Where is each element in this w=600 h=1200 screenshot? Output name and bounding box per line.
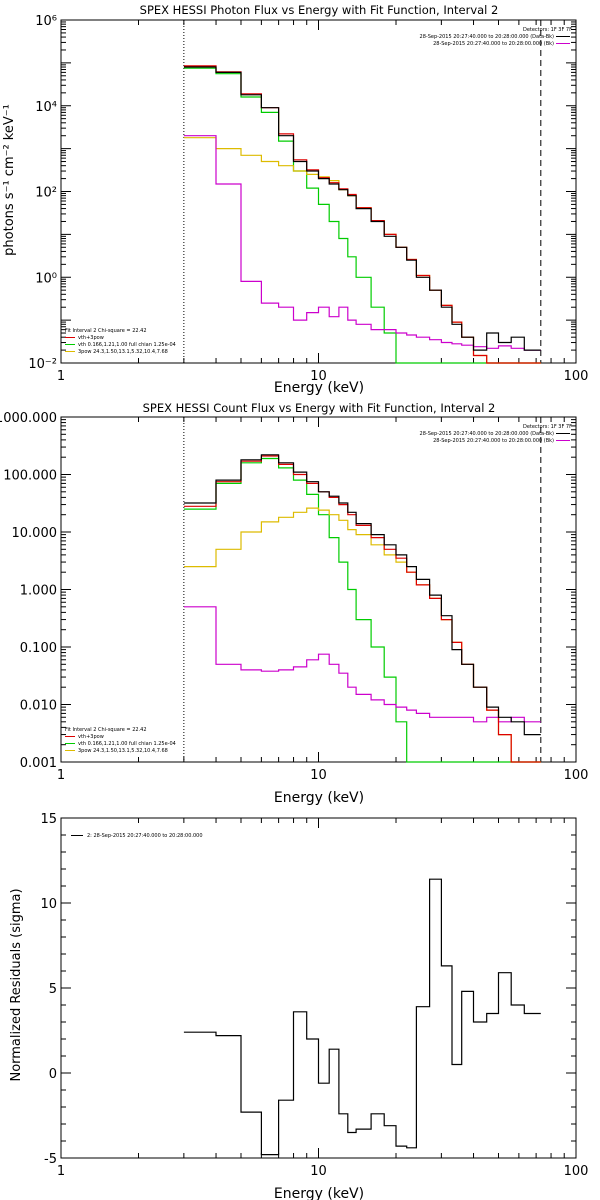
y-tick-label: 10 [40, 897, 57, 912]
legend-entry-label: 28-Sep-2015 20:27:40.000 to 20:28:00.000… [433, 438, 554, 444]
legend-entry-label: 28-Sep-2015 20:27:40.000 to 20:28:00.000… [420, 34, 555, 40]
y-axis-label: photons s⁻¹ cm⁻² keV⁻¹ [2, 104, 17, 256]
data-series [183, 878, 541, 1156]
y-tick-label: 10.000 [12, 526, 58, 541]
series-vth [183, 67, 541, 364]
series-data-bk [183, 454, 541, 736]
x-axis-label: Energy (keV) [274, 790, 364, 806]
series-bk [183, 606, 541, 723]
legend-entry-label: vth+3pow [78, 335, 104, 341]
energy-range-lines [183, 20, 542, 363]
series-bk [183, 135, 541, 351]
y-tick-label: 100.000 [3, 469, 57, 484]
data-series [183, 65, 541, 364]
legend-entry-label: 28-Sep-2015 20:27:40.000 to 20:28:00.000… [420, 431, 555, 437]
panel-title: SPEX HESSI Count Flux vs Energy with Fit… [143, 401, 496, 415]
x-tick-labels: 1 10 100 [57, 768, 589, 783]
x-tick-label: 10 [310, 1164, 327, 1179]
x-axis-label: Energy (keV) [274, 1186, 364, 1200]
x-tick-labels: 1 10 100 [57, 369, 589, 384]
legend-entry-label: 28-Sep-2015 20:27:40.000 to 20:28:00.000… [433, 41, 554, 47]
legend-entry-label: 3pow 24.3,1.50,13.1,5.32,10.4,7.68 [78, 349, 168, 355]
y-tick-labels: 0.001 0.010 0.100 1.000 10.000 100.000 1000.00… [0, 411, 57, 771]
photon-flux-panel: SPEX HESSI Photon Flux vs Energy with Fi… [2, 3, 588, 396]
y-tick-label: 1000.000 [0, 411, 57, 426]
legend-entry-label: vth 0.166,1.21,1.00 full chian 1.25e-04 [78, 741, 176, 747]
count-flux-panel: SPEX HESSI Count Flux vs Energy with Fit… [0, 401, 588, 806]
y-tick-labels: 10⁻² 10⁰ 10² 10⁴ 10⁶ [28, 14, 57, 372]
y-tick-label: 10² [35, 186, 57, 201]
y-tick-label: 10⁶ [35, 14, 57, 29]
y-tick-label: 0.100 [20, 641, 57, 656]
x-axis-label: Energy (keV) [274, 380, 364, 396]
y-tick-label: 0.001 [20, 756, 57, 771]
energy-range-lines [183, 417, 542, 762]
legend-entry-label: Fit Interval 2 Chi-square = 22.42 [65, 328, 147, 334]
legend-entry-label: vth+3pow [78, 734, 104, 740]
legend-entry-label: 3pow 24.3,1.50,13.1,5.32,10.4,7.68 [78, 748, 168, 754]
legend-entry-label: vth 0.166,1.21,1.00 full chian 1.25e-04 [78, 342, 176, 348]
y-tick-label: 10⁰ [35, 271, 57, 286]
legend-bottom: Fit Interval 2 Chi-square = 22.42vth+3po… [65, 328, 176, 355]
y-tick-label: 10⁻² [28, 357, 57, 372]
y-axis-label: Normalized Residuals (sigma) [9, 888, 24, 1081]
legend-top: 2: 28-Sep-2015 20:27:40.000 to 20:28:00.… [71, 833, 203, 839]
legend-entry-label: 2: 28-Sep-2015 20:27:40.000 to 20:28:00.… [87, 833, 203, 839]
x-tick-label: 1 [57, 369, 65, 384]
detectors-label: Detectors: 1F 3F 7F [523, 424, 572, 430]
legend-top: 28-Sep-2015 20:27:40.000 to 20:28:00.000… [420, 34, 570, 47]
y-tick-label: 10⁴ [35, 100, 57, 115]
series-vth [183, 457, 541, 763]
x-tick-label: 100 [564, 369, 589, 384]
y-tick-label: 1.000 [20, 584, 57, 599]
legend-bottom: Fit Interval 2 Chi-square = 22.42vth+3po… [65, 727, 176, 754]
y-tick-label: 0 [49, 1067, 57, 1082]
series-vth-3pow [183, 65, 541, 364]
x-tick-label: 100 [564, 768, 589, 783]
x-tick-label: 1 [57, 768, 65, 783]
panel-title: SPEX HESSI Photon Flux vs Energy with Fi… [140, 3, 499, 17]
x-tick-label: 10 [310, 369, 327, 384]
y-tick-label: 0.010 [20, 699, 57, 714]
y-tick-labels: -5 0 5 10 15 [40, 812, 57, 1167]
detectors-label: Detectors: 1F 3F 7F [523, 27, 572, 33]
series-data-bk [183, 66, 541, 351]
series-3pow [183, 507, 541, 763]
x-tick-labels: 1 10 100 [57, 1164, 589, 1179]
series-3pow [183, 137, 541, 364]
data-series [183, 454, 541, 763]
residuals-panel: 1 10 100 -5 0 5 10 15 Energy (keV) Normalized … [9, 812, 588, 1200]
x-tick-label: 10 [310, 768, 327, 783]
x-tick-label: 100 [564, 1164, 589, 1179]
series-2-28-sep-2015-20-27-40-000-to-20-28-00-000 [183, 878, 541, 1156]
x-tick-label: 1 [57, 1164, 65, 1179]
legend-entry-label: Fit Interval 2 Chi-square = 22.42 [65, 727, 147, 733]
axes-ticks [60, 20, 576, 364]
y-tick-label: -5 [44, 1152, 57, 1167]
axes-ticks [60, 817, 576, 1159]
y-tick-label: 15 [40, 812, 57, 827]
series-vth-3pow [183, 455, 541, 763]
legend-top: 28-Sep-2015 20:27:40.000 to 20:28:00.000… [420, 431, 570, 444]
y-tick-label: 5 [49, 982, 57, 997]
